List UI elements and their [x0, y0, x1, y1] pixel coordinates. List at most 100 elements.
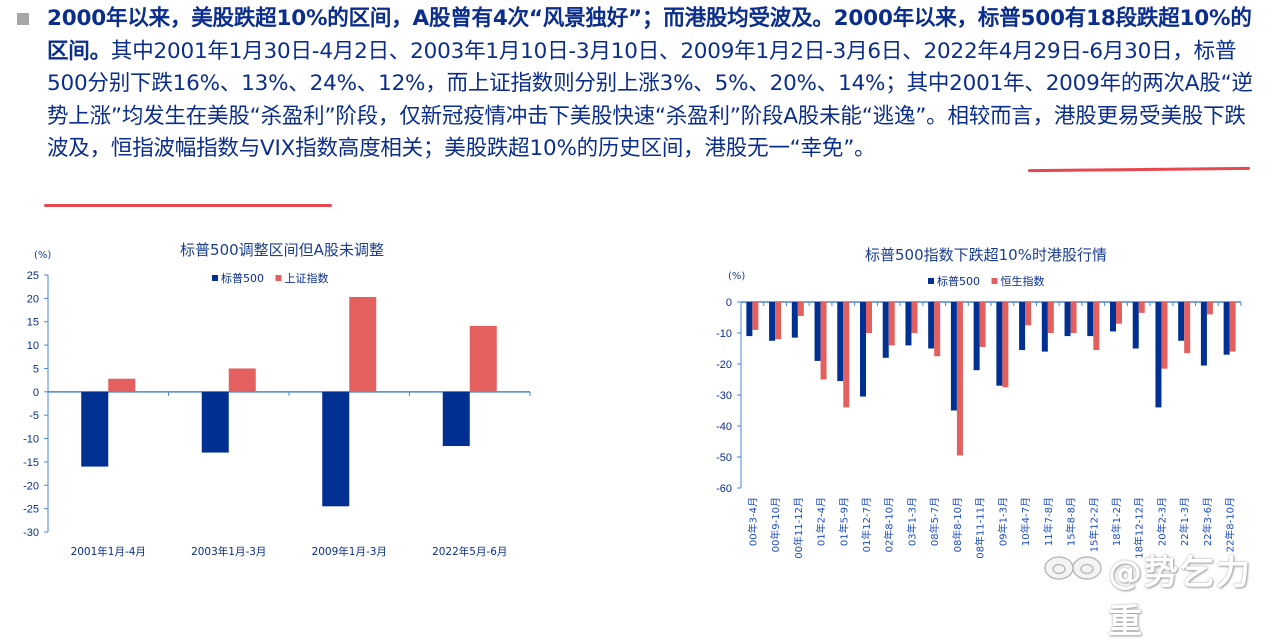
- x-category-label: 00年9-10月: [769, 497, 782, 552]
- y-tick-label: -10: [716, 328, 732, 340]
- bar: [775, 302, 782, 340]
- bar: [1178, 302, 1185, 341]
- bar: [888, 302, 895, 346]
- bar: [843, 302, 850, 408]
- red-underline-2: [44, 204, 332, 207]
- x-category-label: 2001年1月-4月: [71, 545, 146, 558]
- bar: [928, 302, 935, 349]
- bar: [1070, 302, 1077, 333]
- y-tick-label: -20: [716, 359, 732, 371]
- y-tick-label: -40: [716, 421, 732, 433]
- y-tick-label: 0: [726, 297, 732, 309]
- y-tick-label: -50: [716, 452, 732, 464]
- x-category-label: 08年8-10月: [951, 497, 964, 552]
- legend-label: 恒生指数: [1001, 274, 1045, 288]
- watermark-text: @势乞力重: [1108, 553, 1252, 642]
- y-tick-label: 15: [27, 317, 39, 329]
- y-axis-unit: (%): [34, 250, 51, 261]
- bar: [860, 302, 866, 397]
- x-category-label: 2009年1月-3月: [312, 545, 387, 558]
- y-tick-label: -30: [23, 527, 39, 539]
- bullet-square-icon: [17, 13, 29, 25]
- bar: [814, 302, 821, 361]
- legend-swatch-icon: [928, 278, 934, 284]
- bar: [1087, 302, 1094, 337]
- bar: [996, 302, 1003, 386]
- bar: [752, 302, 759, 330]
- bar: [769, 302, 776, 341]
- legend-label: 上证指数: [285, 271, 329, 285]
- legend-swatch-icon: [991, 278, 998, 284]
- x-category-label: 15年8-8月: [1065, 497, 1078, 546]
- paragraph-body: 其中2001年1月30日-4月2日、2003年1月10日-3月10日、2009年…: [47, 38, 1253, 162]
- x-category-label: 10年4-7月: [1019, 497, 1032, 546]
- x-category-label: 02年8-10月: [883, 497, 896, 552]
- y-tick-label: 5: [33, 363, 39, 375]
- x-category-label: 01年12-7月: [860, 497, 873, 552]
- y-tick-label: -25: [23, 504, 39, 516]
- summary-paragraph: 2000年以来，美股跌超10%的区间，A股曾有4次“风景独好”；而港股均受波及。…: [47, 3, 1257, 166]
- x-category-label: 22年8-10月: [1224, 497, 1237, 552]
- bar: [797, 302, 804, 316]
- bar: [81, 391, 109, 467]
- y-tick-label: -60: [716, 483, 732, 495]
- bar: [820, 302, 827, 380]
- chart-title: 标普500指数下跌超10%时港股行情: [865, 246, 1107, 264]
- bar: [746, 302, 753, 337]
- legend-swatch-icon: [212, 275, 218, 281]
- bar: [322, 391, 350, 507]
- bar: [1223, 302, 1230, 355]
- bar: [1229, 302, 1236, 352]
- bar: [791, 302, 798, 338]
- x-category-label: 00年11-12月: [792, 497, 805, 559]
- bar: [956, 302, 963, 456]
- x-category-label: 01年5-9月: [837, 497, 850, 546]
- bar: [979, 302, 986, 347]
- bar: [911, 302, 918, 333]
- x-category-label: 15年12-2月: [1087, 497, 1100, 552]
- bar: [973, 302, 980, 371]
- y-tick-label: 0: [33, 387, 39, 399]
- x-category-label: 20年2-3月: [1155, 497, 1168, 546]
- x-category-label: 08年5-7月: [928, 497, 941, 546]
- bar: [837, 302, 844, 382]
- y-tick-label: -30: [716, 390, 732, 402]
- paragraph-bold-lead: 2000年以来，美股跌超10%的区间，A股曾有4次“风景独好”；而港股均受波及。…: [47, 6, 1252, 64]
- bar: [1200, 302, 1207, 366]
- bar: [934, 302, 941, 357]
- y-axis-unit: (%): [728, 271, 745, 282]
- bar: [1047, 302, 1054, 333]
- y-tick-label: 25: [27, 270, 39, 282]
- bar: [228, 368, 256, 392]
- bar: [882, 302, 889, 358]
- y-tick-label: -15: [23, 457, 39, 469]
- x-category-label: 22年3-6月: [1201, 497, 1214, 546]
- bar: [1002, 302, 1009, 388]
- bar: [1206, 302, 1213, 315]
- bar: [1184, 302, 1191, 354]
- legend-label: 标普500: [221, 271, 264, 285]
- bar: [1025, 302, 1032, 326]
- bar: [1138, 302, 1145, 313]
- bar: [1116, 302, 1122, 324]
- x-category-label: 2022年5月-6月: [432, 545, 507, 558]
- y-tick-label: 10: [27, 340, 39, 352]
- bar: [349, 296, 377, 392]
- x-category-label: 18年12-12月: [1133, 497, 1146, 559]
- x-category-label: 22年1-3月: [1178, 497, 1191, 546]
- y-tick-label: -5: [29, 410, 39, 422]
- y-tick-label: -20: [23, 480, 39, 492]
- bar: [1155, 302, 1162, 408]
- paragraph-underlined-conclusion: 美股跌超10%的历史区间，港股无一“幸免”。: [444, 136, 876, 161]
- x-category-label: 09年1-3月: [996, 497, 1009, 546]
- weibo-logo-icon: [1043, 548, 1105, 584]
- bar: [905, 302, 912, 346]
- bar: [442, 391, 470, 447]
- bar: [1064, 302, 1071, 337]
- left-bar-chart: 标普500调整区间但A股未调整 (%) 标普500 上证指数 25 20 15 10 5 0 -5 -…: [23, 241, 1242, 559]
- bar: [1132, 302, 1139, 349]
- y-tick-label: -10: [23, 434, 39, 446]
- x-category-label: 08年11-11月: [974, 497, 987, 559]
- bar: [108, 378, 136, 392]
- bar: [1110, 302, 1116, 332]
